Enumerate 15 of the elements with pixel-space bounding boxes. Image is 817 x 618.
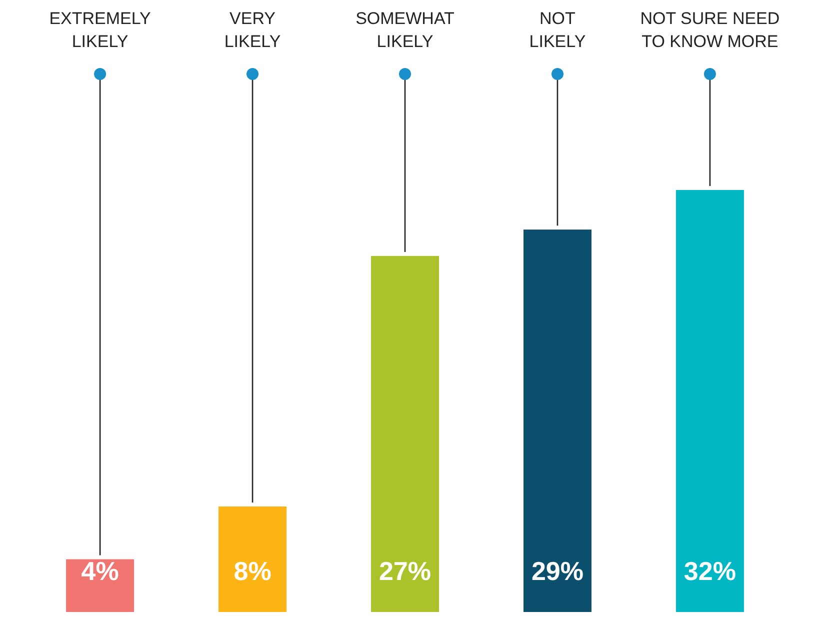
- data-label: 29%: [531, 556, 584, 586]
- x-tick-label: SOMEWHAT LIKELY: [356, 9, 454, 51]
- data-label: 4%: [81, 556, 119, 586]
- bar: [676, 190, 744, 612]
- data-label: 8%: [234, 556, 272, 586]
- bar: [371, 256, 439, 612]
- x-tick-label: NOT SURE NEED TO KNOW MORE: [640, 9, 780, 51]
- bar: [66, 559, 134, 612]
- x-tick-label: VERY LIKELY: [224, 9, 281, 51]
- data-label: 32%: [684, 556, 736, 586]
- x-tick-label: EXTREMELY LIKELY: [49, 9, 151, 51]
- x-tick-label: NOT LIKELY: [529, 9, 586, 51]
- bar: [523, 230, 592, 612]
- data-label: 27%: [378, 556, 432, 586]
- bar: [218, 506, 287, 612]
